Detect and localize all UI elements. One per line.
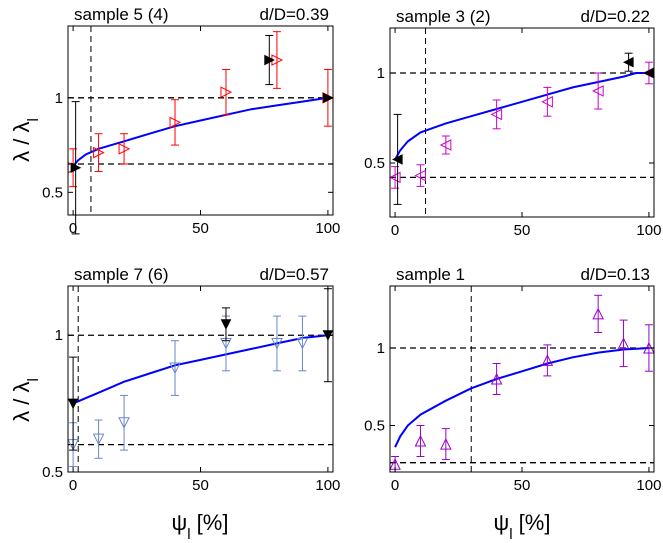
svg-text:λ / λl: λ / λl xyxy=(9,118,42,162)
panel-title: sample 5 (4) xyxy=(74,5,168,24)
filled-data-point xyxy=(264,54,275,66)
fit-curve xyxy=(394,72,649,160)
data-point xyxy=(93,146,105,159)
ylabel-subscript: l xyxy=(25,378,42,381)
filled-data-point xyxy=(322,92,334,104)
y-tick-label: 1 xyxy=(377,65,385,82)
data-point xyxy=(414,169,426,182)
y-tick-label: 0.5 xyxy=(364,155,385,172)
x-tick-label: 100 xyxy=(636,222,661,239)
y-tick-label: 0.5 xyxy=(364,418,385,435)
panel-title: sample 3 (2) xyxy=(396,7,490,26)
panel-2: sample 3 (2) d/D=0.22 0 50 100 0.5 1 xyxy=(364,7,661,239)
plot-frame xyxy=(389,285,655,473)
fit-curve xyxy=(394,347,649,448)
panel-annotation: d/D=0.57 xyxy=(260,265,329,284)
fit-curve xyxy=(72,334,329,405)
y-tick-label: 0.5 xyxy=(42,464,63,481)
panel-annotation: d/D=0.13 xyxy=(581,265,650,284)
x-tick-label: 100 xyxy=(315,220,340,237)
x-tick-label: 50 xyxy=(514,477,531,494)
data-point xyxy=(220,86,233,98)
x-tick-label: 100 xyxy=(315,477,340,494)
bottom-ylabel: λ / λl xyxy=(9,378,42,422)
data-point xyxy=(118,143,131,155)
y-tick-label: 1 xyxy=(55,90,63,107)
y-tick-label: 1 xyxy=(377,340,385,357)
x-tick-label: 100 xyxy=(636,477,661,494)
x-tick-label: 0 xyxy=(391,477,399,494)
y-tick-label: 0.5 xyxy=(42,184,63,201)
xlabel-subscript: l xyxy=(187,526,190,543)
data-point xyxy=(541,354,554,366)
filled-data-point xyxy=(391,154,403,165)
data-point xyxy=(169,116,182,129)
panel-3: sample 7 (6) d/D=0.57 0 50 100 0.5 1 xyxy=(42,265,340,494)
data-point xyxy=(592,307,604,320)
top-ylabel: λ / λl xyxy=(9,118,42,162)
xlabel-text: ψ xyxy=(494,510,510,535)
data-point xyxy=(271,337,283,350)
right-xlabel: ψl [%] xyxy=(494,510,551,543)
data-point xyxy=(440,437,452,450)
data-point xyxy=(296,337,309,350)
data-point xyxy=(439,139,452,151)
x-tick-label: 0 xyxy=(391,222,399,239)
fit-curve xyxy=(72,96,329,167)
filled-data-point xyxy=(67,398,79,410)
x-tick-label: 50 xyxy=(192,477,209,494)
panel-annotation: d/D=0.39 xyxy=(260,5,329,24)
panel-1: sample 5 (4) d/D=0.39 0 50 100 0.5 1 xyxy=(42,5,340,237)
panel-4: sample 1 d/D=0.13 0 50 100 0.5 1 xyxy=(364,265,661,494)
filled-data-point xyxy=(622,56,634,68)
svg-text:λ / λl: λ / λl xyxy=(9,378,42,422)
left-xlabel: ψl [%] xyxy=(172,510,229,543)
panel-title: sample 7 (6) xyxy=(74,265,168,284)
data-point xyxy=(490,372,503,385)
data-point xyxy=(541,95,553,108)
xlabel-text: ψ xyxy=(172,510,188,535)
panel-title: sample 1 xyxy=(396,265,465,284)
y-tick-label: 1 xyxy=(55,327,63,344)
x-tick-label: 50 xyxy=(192,220,209,237)
data-point xyxy=(169,362,181,375)
panel-annotation: d/D=0.22 xyxy=(581,7,650,26)
x-tick-label: 0 xyxy=(69,477,77,494)
data-point xyxy=(617,337,630,349)
xlabel-subscript: l xyxy=(509,526,512,543)
ylabel-text: λ / λ xyxy=(9,382,34,422)
x-tick-label: 0 xyxy=(69,220,77,237)
ylabel-subscript: l xyxy=(25,118,42,121)
xlabel-unit: [%] xyxy=(191,510,229,535)
xlabel-unit: [%] xyxy=(513,510,551,535)
x-tick-label: 50 xyxy=(514,222,531,239)
data-point xyxy=(414,434,427,447)
data-point xyxy=(118,417,130,429)
plot-frame xyxy=(389,27,655,218)
filled-data-point xyxy=(220,319,232,330)
data-point xyxy=(490,108,503,121)
data-point xyxy=(388,171,401,184)
filled-data-point xyxy=(70,162,82,174)
ylabel-text: λ / λ xyxy=(9,122,34,162)
data-point xyxy=(592,85,604,97)
data-point xyxy=(92,433,105,446)
